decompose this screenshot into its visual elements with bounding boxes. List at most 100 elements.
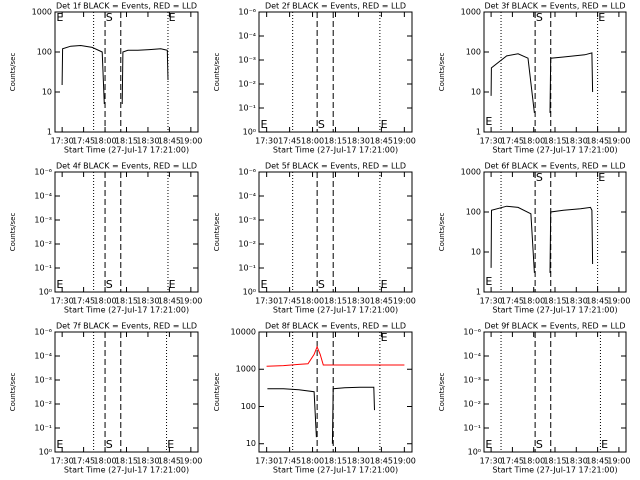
y-tick-label: 100 bbox=[466, 48, 481, 57]
x-tick-label: 18:15 bbox=[115, 137, 138, 146]
x-tick-label: 18:30 bbox=[565, 137, 588, 146]
y-tick-label: 10⁻¹ bbox=[238, 104, 256, 113]
y-tick-label: 10⁻² bbox=[463, 400, 481, 409]
y-tick-label: 10⁰ bbox=[39, 288, 52, 297]
annotation: E bbox=[56, 11, 63, 24]
annotation: E bbox=[381, 278, 388, 291]
x-tick-label: 18:30 bbox=[347, 137, 370, 146]
x-tick-label: 18:00 bbox=[522, 137, 545, 146]
annotation: E bbox=[56, 438, 63, 451]
x-axis-label: Start Time (27-Jul-17 17:21:00) bbox=[273, 466, 398, 475]
x-tick-label: 18:30 bbox=[136, 297, 159, 306]
x-tick-label: 17:45 bbox=[278, 457, 301, 466]
y-tick-label: 1000 bbox=[236, 365, 256, 374]
annotation: E bbox=[598, 171, 605, 184]
y-tick-label: 10⁻⁴ bbox=[238, 32, 256, 41]
y-tick-label: 10⁻² bbox=[34, 240, 52, 249]
y-tick-label: 10000 bbox=[231, 328, 256, 337]
x-tick-label: 18:30 bbox=[136, 137, 159, 146]
x-tick-label: 18:45 bbox=[586, 137, 609, 146]
y-tick-label: 10⁻⁴ bbox=[463, 352, 481, 361]
data-line bbox=[490, 205, 594, 273]
annotation: S bbox=[536, 11, 543, 24]
x-tick-label: 18:45 bbox=[586, 297, 609, 306]
x-tick-label: 18:45 bbox=[158, 297, 181, 306]
y-tick-label: 10⁻³ bbox=[238, 216, 256, 225]
y-axis-label: Counts/sec bbox=[438, 373, 446, 412]
y-tick-label: 10⁰ bbox=[39, 448, 52, 457]
y-tick-label: 10⁰ bbox=[243, 128, 256, 137]
chart-title: Det 7f BLACK = Events, RED = LLD bbox=[56, 322, 197, 331]
y-tick-label: 10⁻⁴ bbox=[34, 192, 52, 201]
y-tick-label: 10⁻¹ bbox=[238, 264, 256, 273]
y-tick-label: 1000 bbox=[461, 8, 481, 17]
x-axis-label: Start Time (27-Jul-17 17:21:00) bbox=[64, 306, 189, 315]
x-tick-label: 19:00 bbox=[607, 457, 630, 466]
annotation: E bbox=[261, 118, 268, 131]
x-tick-label: 17:30 bbox=[480, 137, 503, 146]
annotation: E bbox=[169, 11, 176, 24]
x-tick-label: 17:45 bbox=[501, 457, 524, 466]
x-tick-label: 18:45 bbox=[158, 137, 181, 146]
x-tick-label: 17:30 bbox=[255, 297, 278, 306]
x-tick-label: 18:45 bbox=[370, 137, 393, 146]
x-tick-label: 17:45 bbox=[72, 297, 95, 306]
annotation: S bbox=[536, 171, 543, 184]
y-tick-label: 10⁻¹ bbox=[463, 424, 481, 433]
x-tick-label: 19:00 bbox=[179, 137, 202, 146]
y-tick-label: 10⁻⁶ bbox=[238, 8, 256, 17]
y-tick-label: 10⁻⁴ bbox=[238, 192, 256, 201]
x-axis-label: Start Time (27-Jul-17 17:21:00) bbox=[273, 146, 398, 155]
x-tick-label: 17:45 bbox=[278, 297, 301, 306]
plot-frame bbox=[258, 331, 413, 453]
annotation: E bbox=[485, 115, 492, 128]
y-axis-label: Counts/sec bbox=[9, 53, 17, 92]
x-tick-label: 18:45 bbox=[370, 297, 393, 306]
x-tick-label: 18:15 bbox=[324, 137, 347, 146]
x-tick-label: 18:00 bbox=[94, 457, 117, 466]
annotation: E bbox=[485, 275, 492, 288]
annotation: E bbox=[601, 438, 608, 451]
plot-frame bbox=[483, 171, 627, 293]
x-tick-label: 18:15 bbox=[324, 297, 347, 306]
annotation: E bbox=[56, 278, 63, 291]
x-tick-label: 18:30 bbox=[565, 297, 588, 306]
x-tick-label: 18:15 bbox=[543, 457, 566, 466]
x-tick-label: 17:45 bbox=[501, 137, 524, 146]
y-tick-label: 10 bbox=[471, 248, 481, 257]
x-axis-label: Start Time (27-Jul-17 17:21:00) bbox=[64, 466, 189, 475]
plot-frame bbox=[483, 11, 627, 133]
y-tick-label: 100 bbox=[466, 208, 481, 217]
y-tick-label: 10⁻¹ bbox=[34, 264, 52, 273]
data-line bbox=[61, 44, 169, 105]
plot-frame bbox=[54, 11, 199, 133]
y-tick-label: 1000 bbox=[32, 8, 52, 17]
y-tick-label: 10⁻⁴ bbox=[34, 352, 52, 361]
x-tick-label: 18:15 bbox=[543, 297, 566, 306]
x-tick-label: 19:00 bbox=[179, 457, 202, 466]
y-tick-label: 10⁻² bbox=[34, 400, 52, 409]
plot-frame bbox=[54, 331, 199, 453]
x-tick-label: 18:00 bbox=[522, 297, 545, 306]
x-tick-label: 17:30 bbox=[480, 297, 503, 306]
x-tick-label: 19:00 bbox=[607, 297, 630, 306]
plot-frame bbox=[258, 11, 413, 133]
x-tick-label: 19:00 bbox=[607, 137, 630, 146]
x-tick-label: 18:15 bbox=[324, 457, 347, 466]
chart-title: Det 6f BLACK = Events, RED = LLD bbox=[484, 162, 625, 171]
x-tick-label: 18:15 bbox=[543, 137, 566, 146]
x-tick-label: 18:30 bbox=[347, 297, 370, 306]
y-tick-label: 10⁻³ bbox=[238, 56, 256, 65]
x-tick-label: 18:00 bbox=[301, 457, 324, 466]
y-tick-label: 1 bbox=[476, 128, 481, 137]
annotation: S bbox=[106, 11, 113, 24]
y-axis-label: Counts/sec bbox=[9, 373, 17, 412]
x-tick-label: 18:30 bbox=[347, 457, 370, 466]
chart-title: Det 5f BLACK = Events, RED = LLD bbox=[265, 162, 406, 171]
annotation: S bbox=[318, 118, 325, 131]
y-tick-label: 100 bbox=[241, 402, 256, 411]
x-tick-label: 18:30 bbox=[565, 457, 588, 466]
x-tick-label: 17:45 bbox=[501, 297, 524, 306]
x-axis-label: Start Time (27-Jul-17 17:21:00) bbox=[492, 146, 617, 155]
x-tick-label: 17:30 bbox=[255, 457, 278, 466]
